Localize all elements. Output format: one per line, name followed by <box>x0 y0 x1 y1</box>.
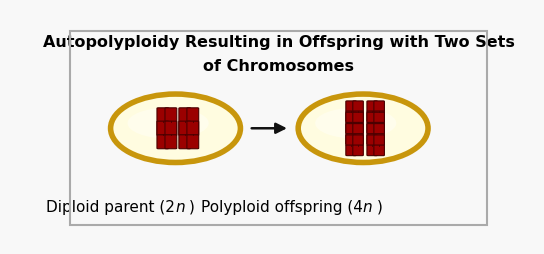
Ellipse shape <box>298 94 428 163</box>
FancyBboxPatch shape <box>187 122 199 135</box>
FancyBboxPatch shape <box>165 108 177 122</box>
FancyBboxPatch shape <box>346 135 356 146</box>
FancyBboxPatch shape <box>353 145 363 156</box>
FancyBboxPatch shape <box>374 135 385 146</box>
FancyBboxPatch shape <box>367 101 378 112</box>
FancyBboxPatch shape <box>374 122 385 133</box>
FancyBboxPatch shape <box>374 111 385 122</box>
Text: n: n <box>175 200 185 215</box>
FancyBboxPatch shape <box>165 121 177 135</box>
Text: Polyploid offspring (4: Polyploid offspring (4 <box>201 200 363 215</box>
FancyBboxPatch shape <box>179 122 191 135</box>
FancyBboxPatch shape <box>367 145 378 156</box>
FancyBboxPatch shape <box>165 122 177 135</box>
FancyBboxPatch shape <box>353 101 363 112</box>
FancyBboxPatch shape <box>353 111 363 122</box>
Text: of Chromosomes: of Chromosomes <box>203 59 354 74</box>
Ellipse shape <box>315 108 397 138</box>
FancyBboxPatch shape <box>374 112 385 123</box>
FancyBboxPatch shape <box>346 112 356 123</box>
Ellipse shape <box>110 94 240 163</box>
FancyBboxPatch shape <box>374 101 385 112</box>
FancyBboxPatch shape <box>374 145 385 156</box>
FancyBboxPatch shape <box>374 124 385 134</box>
FancyBboxPatch shape <box>187 121 199 135</box>
FancyBboxPatch shape <box>353 112 363 123</box>
FancyBboxPatch shape <box>179 135 191 149</box>
FancyBboxPatch shape <box>346 122 356 133</box>
FancyBboxPatch shape <box>165 135 177 149</box>
FancyBboxPatch shape <box>179 121 191 135</box>
FancyBboxPatch shape <box>179 108 191 122</box>
FancyBboxPatch shape <box>353 122 363 133</box>
FancyBboxPatch shape <box>353 135 363 146</box>
Ellipse shape <box>127 108 209 138</box>
FancyBboxPatch shape <box>367 134 378 144</box>
FancyBboxPatch shape <box>346 134 356 144</box>
FancyBboxPatch shape <box>367 111 378 122</box>
FancyBboxPatch shape <box>346 101 356 112</box>
FancyBboxPatch shape <box>374 134 385 144</box>
Text: ): ) <box>376 200 382 215</box>
FancyBboxPatch shape <box>367 124 378 134</box>
Text: n: n <box>363 200 372 215</box>
FancyBboxPatch shape <box>367 112 378 123</box>
FancyBboxPatch shape <box>346 124 356 134</box>
Text: ): ) <box>189 200 195 215</box>
FancyBboxPatch shape <box>353 134 363 144</box>
FancyBboxPatch shape <box>346 145 356 156</box>
FancyBboxPatch shape <box>157 121 169 135</box>
FancyBboxPatch shape <box>157 108 169 122</box>
Text: Diploid parent (2: Diploid parent (2 <box>46 200 175 215</box>
FancyBboxPatch shape <box>367 135 378 146</box>
FancyBboxPatch shape <box>187 108 199 122</box>
Text: Autopolyploidy Resulting in Offspring with Two Sets: Autopolyploidy Resulting in Offspring wi… <box>43 35 515 50</box>
FancyBboxPatch shape <box>353 124 363 134</box>
FancyBboxPatch shape <box>157 135 169 149</box>
FancyBboxPatch shape <box>367 122 378 133</box>
FancyBboxPatch shape <box>157 122 169 135</box>
FancyBboxPatch shape <box>187 135 199 149</box>
FancyBboxPatch shape <box>346 111 356 122</box>
